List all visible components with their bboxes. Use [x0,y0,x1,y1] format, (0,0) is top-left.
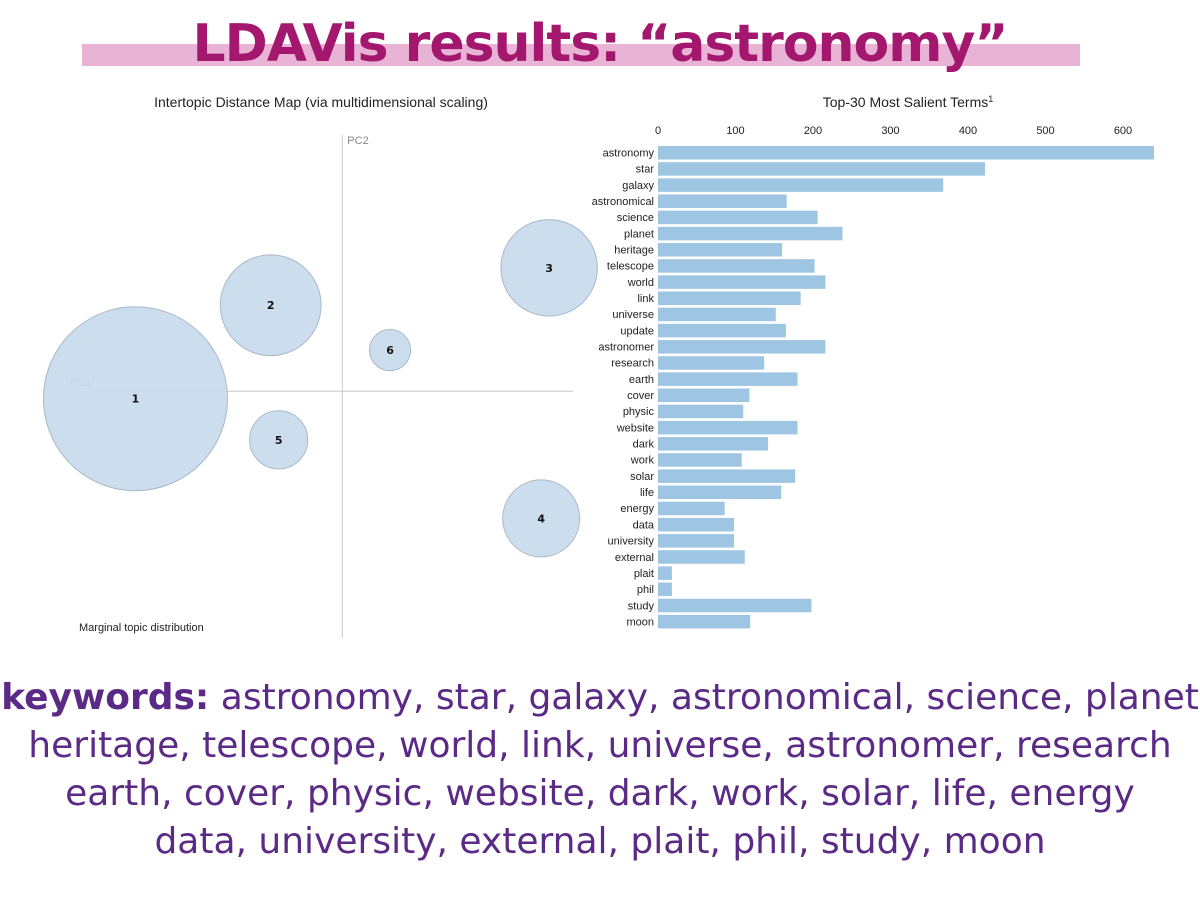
bar-cover [658,388,750,403]
term-label-phil: phil [637,584,654,596]
bar-title-superscript: 1 [988,94,993,104]
term-label-solar: solar [630,471,654,483]
term-label-life: life [640,487,654,499]
bar-universe [658,307,776,322]
bar-earth [658,372,798,386]
bar-star [658,162,986,176]
topic-label-6: 6 [386,344,394,357]
keywords-line-3: earth, cover, physic, website, dark, wor… [65,773,1135,814]
term-label-star: star [636,164,655,176]
bar-planet [658,226,843,241]
term-label-universe: universe [612,309,654,321]
term-label-work: work [630,455,655,467]
topic-circle-1 [42,306,228,492]
term-label-website: website [616,422,654,434]
topic-circle-5 [249,410,309,470]
keywords-line-2: heritage, telescope, world, link, univer… [28,725,1172,766]
topic-label-5: 5 [275,434,283,447]
x-tick-label-300: 300 [881,125,899,137]
keywords-line-4: data, university, external, plait, phil,… [154,821,1046,862]
bar-dark [658,437,769,451]
term-label-update: update [620,325,654,337]
slide-title: LDAVis results: “astronomy” [192,14,1008,74]
bar-website [658,420,798,435]
term-label-dark: dark [633,439,655,451]
term-label-heritage: heritage [614,245,654,257]
bar-moon [658,614,751,629]
bar-galaxy [658,178,944,192]
term-label-study: study [628,600,655,612]
bar-work [658,453,742,467]
x-tick-label-500: 500 [1036,125,1054,137]
bar-physic [658,404,744,419]
bar-telescope [658,259,815,273]
bar-research [658,356,765,370]
topic-label-1: 1 [132,393,140,406]
keywords-text-1: astronomy, star, galaxy, astronomical, s… [220,677,1199,718]
term-label-cover: cover [627,390,654,402]
chart-canvas: Intertopic Distance Map (via multidimens… [42,94,1154,638]
bar-title: Top-30 Most Salient Terms1 [823,94,994,110]
term-label-world: world [627,277,654,289]
term-label-astronomical: astronomical [592,196,654,208]
bar-university [658,534,734,548]
topic-label-4: 4 [537,512,545,525]
bar-science [658,210,818,225]
x-tick-label-0: 0 [655,125,661,137]
bar-life [658,485,782,500]
slide-title-area: LDAVis results: “astronomy” [0,0,1200,90]
x-tick-label-100: 100 [726,125,744,137]
term-label-astronomy: astronomy [603,148,655,160]
term-label-link: link [637,293,654,305]
topic-circle-4 [502,479,581,558]
x-tick-label-200: 200 [804,125,822,137]
bar-energy [658,501,725,516]
term-label-galaxy: galaxy [622,180,654,192]
salient-terms-chart: Top-30 Most Salient Terms1 0 100 200 300 400 5… [592,94,1154,629]
term-label-research: research [611,358,654,370]
term-label-data: data [633,519,655,531]
x-tick-label-400: 400 [959,125,977,137]
bar-world [658,275,826,289]
topic-label-3: 3 [545,262,553,275]
bar-update [658,323,786,338]
bar-data [658,517,734,532]
bar-astronomy [658,146,1154,160]
bar-plait [658,566,672,580]
keywords-lead: keywords: [1,677,210,718]
map-y-axis-label: PC2 [347,135,368,147]
keywords-line-1: keywords: astronomy, star, galaxy, astro… [0,674,1200,722]
topic-circle-3 [500,219,598,317]
topic-circle-6 [368,329,412,372]
keywords-block: keywords: astronomy, star, galaxy, astro… [0,674,1200,866]
marginal-distribution-note: Marginal topic distribution [79,622,204,634]
bar-solar [658,469,796,483]
topic-label-2: 2 [267,299,275,312]
term-label-science: science [617,212,654,224]
topic-circles [42,219,598,558]
term-label-plait: plait [634,568,654,580]
bar-astronomical [658,194,787,209]
x-tick-label-600: 600 [1114,125,1132,137]
bar-study [658,598,812,613]
bar-phil [658,582,672,597]
term-label-energy: energy [620,503,654,515]
term-label-university: university [608,536,655,548]
intertopic-distance-map: Intertopic Distance Map (via multidimens… [42,94,598,638]
term-label-physic: physic [623,406,655,418]
term-label-astronomer: astronomer [598,342,654,354]
title-highlight-bar [82,44,1080,66]
bar-astronomer [658,340,826,354]
topic-circle-2 [219,254,322,357]
term-label-earth: earth [629,374,654,386]
map-title: Intertopic Distance Map (via multidimens… [154,94,488,110]
term-label-moon: moon [626,616,654,628]
bar-link [658,291,801,306]
term-label-telescope: telescope [607,261,654,273]
bar-external [658,550,745,564]
term-label-planet: planet [624,228,654,240]
bar-heritage [658,243,782,257]
term-label-external: external [615,552,654,564]
